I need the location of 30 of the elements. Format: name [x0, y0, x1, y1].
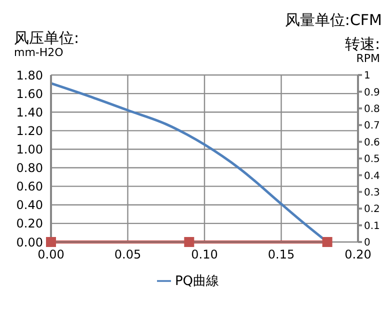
- y-tick-label: 1.40: [16, 105, 43, 120]
- y2-tick-label: 0.9: [364, 87, 380, 98]
- x-tick-label: 0.05: [114, 248, 142, 262]
- y-tick-label: 0.20: [16, 216, 43, 231]
- y2-tick-label: 0.7: [364, 120, 380, 132]
- y2-axis-title: 转速: RPM: [344, 35, 380, 66]
- x-tick-label: 0.10: [191, 248, 218, 262]
- x-axis-title: 风量单位:CFM: [284, 11, 382, 30]
- y-tick-label: 1.80: [16, 68, 43, 82]
- y-tick-label: 1.60: [16, 86, 43, 101]
- legend-label: PQ曲線: [174, 274, 220, 289]
- y2-tick-label: 0.5: [364, 154, 380, 166]
- y2-tick-label: 0.4: [364, 170, 380, 182]
- y-tick-label: 0.60: [16, 180, 43, 194]
- y2-tick-label: 0: [364, 238, 370, 249]
- y-tick-label: 1.00: [16, 142, 43, 156]
- x-tick-label: 0.00: [38, 248, 64, 262]
- y2-tick-label: 1: [364, 70, 370, 82]
- y-axis-title: 风压单位: mm-H2O: [14, 29, 80, 60]
- x-tick-label: 0.20: [344, 248, 372, 262]
- y-tick-label: 0.80: [16, 161, 43, 176]
- y2-tick-label: 0.2: [364, 204, 380, 216]
- y2-tick-label: 0.8: [364, 104, 380, 115]
- x-tick-label: 0.15: [268, 248, 295, 262]
- y2-tick-label: 0.6: [364, 137, 380, 148]
- y-tick-label: 0.00: [16, 235, 43, 250]
- y2-tick-label: 0.3: [364, 187, 380, 198]
- y2-tick-label: 0.1: [364, 220, 380, 232]
- y-tick-label: 1.20: [16, 124, 43, 138]
- y-tick-label: 0.40: [16, 198, 43, 212]
